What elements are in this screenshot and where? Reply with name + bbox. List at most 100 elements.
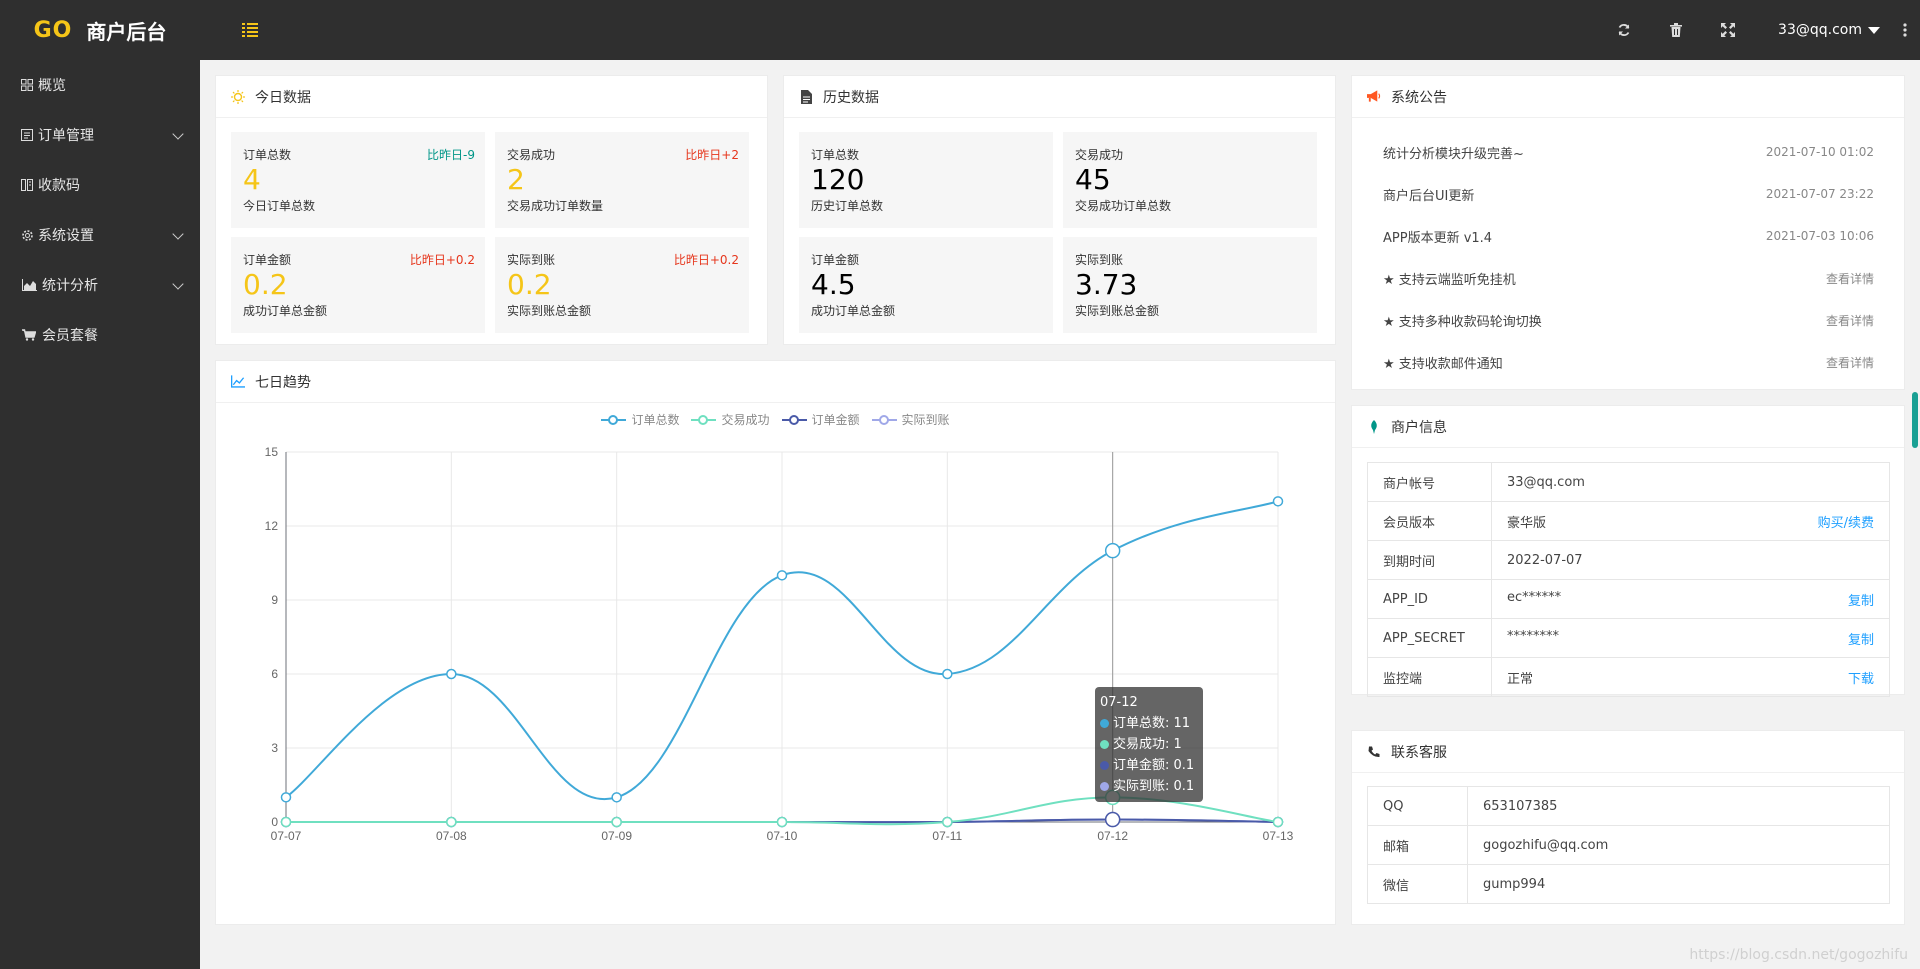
- legend-label: 实际到账: [901, 413, 950, 427]
- sidebar-item-membership[interactable]: 会员套餐: [0, 310, 200, 360]
- sidebar: 概览 订单管理 收款码 系统设置 统计分析 会员套餐: [0, 60, 200, 969]
- sidebar-item-label: 统计分析: [42, 278, 98, 294]
- refresh-icon[interactable]: [1598, 0, 1650, 60]
- notice-date: 2021-07-10 01:02: [1765, 145, 1874, 159]
- legend-item[interactable]: 订单金额: [781, 411, 860, 428]
- contact-value: gump994: [1467, 864, 1890, 904]
- trend-chart-card: 七日趋势 订单总数 交易成功 订单金额 实际到账 0 3 6 9 12 15 07-07 07…: [215, 360, 1336, 925]
- stat-sub: 实际到账总金额: [1075, 304, 1160, 318]
- notice-item[interactable]: 商户后台UI更新 2021-07-07 23:22: [1383, 184, 1874, 204]
- merchant-value: 33@qq.com: [1491, 462, 1890, 502]
- notice-date: 2021-07-07 23:22: [1765, 187, 1874, 201]
- stat-compare: 比昨日+0.2: [673, 253, 739, 267]
- stat-label: 订单金额: [811, 253, 860, 267]
- merchant-value: ec****** 复制: [1491, 579, 1890, 619]
- stat-today-success: 交易成功 比昨日+2 2 交易成功订单数量: [495, 132, 749, 228]
- page-scrollbar[interactable]: [1912, 392, 1918, 448]
- legend-item[interactable]: 订单总数: [601, 411, 679, 428]
- y-tick-label: 3: [271, 741, 278, 755]
- stat-compare: 比昨日+0.2: [409, 253, 475, 267]
- stat-label: 订单金额: [243, 253, 292, 267]
- card-title: 七日趋势: [255, 374, 311, 391]
- area-chart-icon: [20, 278, 38, 292]
- x-tick-label: 07-12: [1097, 829, 1128, 843]
- fullscreen-icon[interactable]: [1702, 0, 1754, 60]
- merchant-value: 正常 下载: [1491, 657, 1890, 697]
- cart-icon: [20, 328, 38, 342]
- qrcode-icon: [20, 178, 34, 192]
- stat-sub: 今日订单总数: [243, 199, 316, 213]
- card-header: 七日趋势: [216, 361, 1335, 403]
- card-header: 今日数据: [216, 76, 767, 118]
- card-header: 历史数据: [784, 76, 1335, 118]
- data-point: [280, 792, 292, 803]
- stat-value: 0.2: [507, 268, 552, 301]
- stat-history-success: 交易成功 45 交易成功订单总数: [1063, 132, 1317, 228]
- sidebar-item-orders[interactable]: 订单管理: [0, 110, 200, 160]
- stat-value: 4.5: [811, 268, 856, 301]
- notice-date: 2021-07-03 10:06: [1765, 229, 1874, 243]
- y-tick-label: 9: [271, 593, 278, 607]
- data-point: [776, 570, 788, 581]
- tooltip-row: 交易成功: 1: [1100, 734, 1198, 755]
- gear-icon: [20, 228, 34, 242]
- stat-value: 2: [507, 163, 525, 196]
- stat-label: 交易成功: [507, 148, 556, 162]
- dashboard-icon: [20, 78, 34, 92]
- notice-text: ★ 支持云端监听免挂机: [1383, 272, 1516, 288]
- tooltip-row: 订单金额: 0.1: [1100, 755, 1198, 776]
- notice-text: ★ 支持收款邮件通知: [1383, 356, 1503, 372]
- tooltip-title: 07-12: [1100, 695, 1138, 710]
- merchant-key: APP_ID: [1367, 579, 1492, 619]
- card-title: 联系客服: [1391, 744, 1447, 761]
- y-tick-label: 6: [271, 667, 278, 681]
- notice-detail-link[interactable]: 查看详情: [1825, 271, 1874, 286]
- notice-item[interactable]: ★ 支持云端监听免挂机 查看详情: [1383, 268, 1874, 288]
- merchant-value: ******** 复制: [1491, 618, 1890, 658]
- renew-link[interactable]: 购买/续费: [1817, 515, 1874, 531]
- table-row: QQ 653107385: [1367, 786, 1890, 826]
- notice-detail-link[interactable]: 查看详情: [1825, 355, 1874, 370]
- data-point: [942, 668, 953, 680]
- more-vertical-icon[interactable]: [1890, 0, 1920, 60]
- megaphone-icon: [1367, 90, 1381, 104]
- data-point: [776, 816, 788, 828]
- watermark: https://blog.csdn.net/gogozhifu: [1689, 947, 1908, 963]
- logo[interactable]: GO 商户后台: [0, 0, 200, 60]
- tooltip-row: 实际到账: 0.1: [1100, 776, 1198, 797]
- legend-label: 订单总数: [631, 413, 680, 427]
- contact-key: 微信: [1367, 864, 1468, 904]
- trash-icon[interactable]: [1650, 0, 1702, 60]
- stat-value: 0.2: [243, 268, 288, 301]
- chart-legend: 订单总数 交易成功 订单金额 实际到账: [216, 411, 1335, 428]
- data-point: [1104, 542, 1121, 559]
- table-row: APP_SECRET ******** 复制: [1367, 618, 1890, 658]
- notice-item[interactable]: ★ 支持收款邮件通知 查看详情: [1383, 352, 1874, 372]
- notice-detail-link[interactable]: 查看详情: [1825, 313, 1874, 328]
- menu-toggle-icon[interactable]: [242, 20, 260, 40]
- stat-sub: 交易成功订单总数: [1075, 199, 1172, 213]
- sidebar-item-qrcode[interactable]: 收款码: [0, 160, 200, 210]
- sidebar-item-overview[interactable]: 概览: [0, 60, 200, 110]
- sun-icon: [231, 89, 245, 104]
- stat-sub: 交易成功订单数量: [507, 199, 604, 213]
- leaf-icon: [1367, 419, 1381, 434]
- stat-history-orders: 订单总数 120 历史订单总数: [799, 132, 1053, 228]
- copy-app-secret-link[interactable]: 复制: [1847, 632, 1874, 648]
- y-tick-label: 0: [271, 815, 278, 829]
- sidebar-item-statistics[interactable]: 统计分析: [0, 260, 200, 310]
- sidebar-item-label: 会员套餐: [42, 328, 98, 344]
- legend-item[interactable]: 交易成功: [691, 411, 770, 428]
- notice-item[interactable]: APP版本更新 v1.4 2021-07-03 10:06: [1383, 226, 1874, 246]
- stat-today-received: 实际到账 比昨日+0.2 0.2 实际到账总金额: [495, 237, 749, 333]
- notice-item[interactable]: ★ 支持多种收款码轮询切换 查看详情: [1383, 310, 1874, 330]
- notice-item[interactable]: 统计分析模块升级完善~ 2021-07-10 01:02: [1383, 142, 1874, 162]
- legend-item[interactable]: 实际到账: [871, 411, 950, 428]
- user-menu[interactable]: 33@qq.com: [1754, 0, 1890, 60]
- copy-app-id-link[interactable]: 复制: [1847, 593, 1874, 609]
- merchant-info-card: 商户信息 商户帐号 33@qq.com 会员版本 豪华版 购买/续费 到期时间 2022…: [1351, 405, 1905, 697]
- download-link[interactable]: 下载: [1847, 671, 1874, 687]
- sidebar-item-settings[interactable]: 系统设置: [0, 210, 200, 260]
- notice-card: 系统公告 统计分析模块升级完善~ 2021-07-10 01:02 商户后台UI更…: [1351, 75, 1905, 390]
